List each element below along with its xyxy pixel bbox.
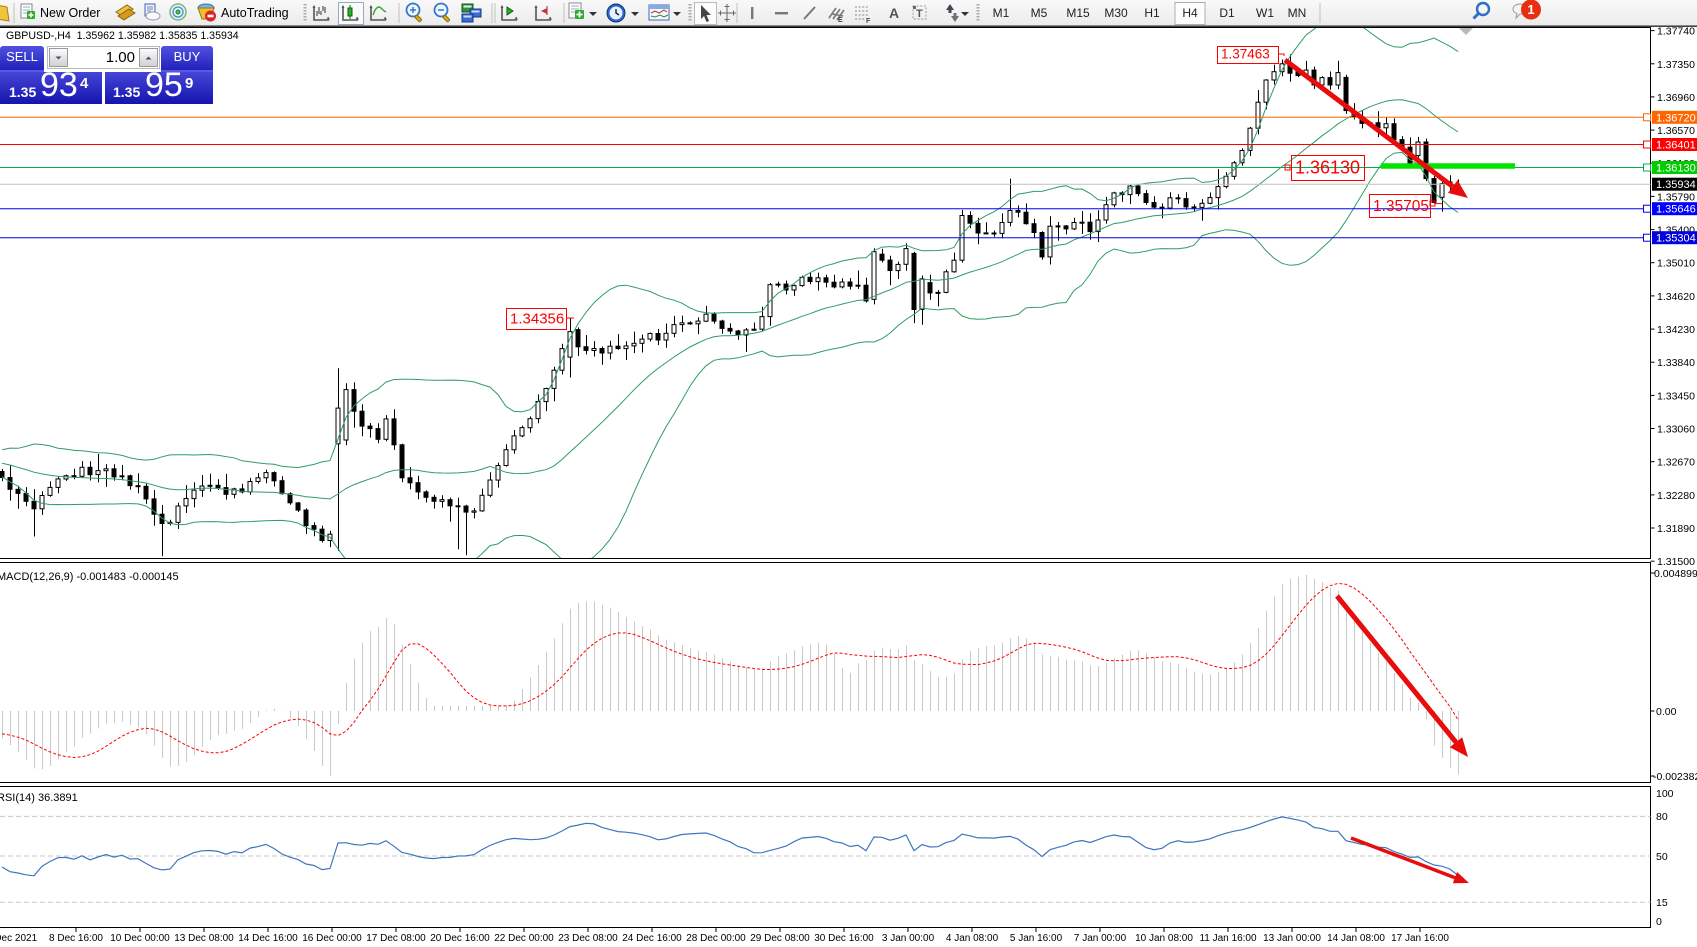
svg-text:28 Dec 00:00: 28 Dec 00:00 (686, 933, 746, 944)
svg-text:1.35790: 1.35790 (1657, 191, 1695, 203)
svg-text:AutoTrading: AutoTrading (221, 6, 289, 20)
svg-text:1.33840: 1.33840 (1657, 357, 1695, 369)
svg-text:10 Dec 00:00: 10 Dec 00:00 (110, 933, 170, 944)
svg-text:11 Jan 16:00: 11 Jan 16:00 (1199, 933, 1257, 944)
svg-text:M15: M15 (1066, 6, 1090, 20)
svg-text:M30: M30 (1104, 6, 1128, 20)
svg-text:50: 50 (1656, 851, 1668, 863)
svg-text:1.36570: 1.36570 (1657, 125, 1695, 137)
svg-text:T: T (916, 8, 923, 20)
svg-text:16 Dec 00:00: 16 Dec 00:00 (302, 933, 362, 944)
svg-text:0: 0 (1656, 916, 1662, 928)
svg-text:14 Jan 08:00: 14 Jan 08:00 (1327, 933, 1385, 944)
svg-text:1.34230: 1.34230 (1657, 324, 1695, 336)
svg-text:1.33060: 1.33060 (1657, 424, 1695, 436)
svg-text:23 Dec 08:00: 23 Dec 08:00 (558, 933, 618, 944)
svg-text:E: E (838, 17, 843, 24)
svg-text:H1: H1 (1144, 6, 1160, 20)
svg-text:14 Dec 16:00: 14 Dec 16:00 (238, 933, 298, 944)
svg-text:1.36401: 1.36401 (1656, 140, 1696, 152)
svg-text:7 Jan 00:00: 7 Jan 00:00 (1074, 933, 1127, 944)
svg-text:New Order: New Order (40, 6, 100, 20)
svg-text:M5: M5 (1031, 6, 1048, 20)
svg-text:100: 100 (1656, 788, 1674, 800)
svg-text:8 Dec 16:00: 8 Dec 16:00 (49, 933, 103, 944)
svg-text:13 Dec 08:00: 13 Dec 08:00 (174, 933, 234, 944)
svg-text:1.35934: 1.35934 (1656, 179, 1696, 191)
svg-text:13 Jan 00:00: 13 Jan 00:00 (1263, 933, 1321, 944)
svg-text:1.36130: 1.36130 (1295, 157, 1360, 177)
svg-text:1.36960: 1.36960 (1657, 92, 1695, 104)
svg-text:17 Jan 16:00: 17 Jan 16:00 (1391, 933, 1449, 944)
svg-text:1.34356: 1.34356 (510, 310, 564, 327)
svg-text:1.32670: 1.32670 (1657, 457, 1695, 469)
svg-text:30 Dec 16:00: 30 Dec 16:00 (814, 933, 874, 944)
svg-text:1.31890: 1.31890 (1657, 523, 1695, 535)
svg-text:1.36130: 1.36130 (1656, 163, 1696, 175)
svg-text:0.004899: 0.004899 (1654, 568, 1697, 580)
svg-text:1.36720: 1.36720 (1656, 112, 1696, 124)
svg-text:3 Jan 00:00: 3 Jan 00:00 (882, 933, 935, 944)
svg-text:1.35010: 1.35010 (1657, 258, 1695, 270)
svg-text:1.33450: 1.33450 (1657, 390, 1695, 402)
svg-text:1.37350: 1.37350 (1657, 59, 1695, 71)
svg-text:80: 80 (1656, 811, 1668, 823)
svg-text:20 Dec 16:00: 20 Dec 16:00 (430, 933, 490, 944)
svg-text:17 Dec 08:00: 17 Dec 08:00 (366, 933, 426, 944)
svg-text:1.34620: 1.34620 (1657, 291, 1695, 303)
svg-text:0.00: 0.00 (1656, 706, 1677, 718)
svg-text:D1: D1 (1219, 6, 1235, 20)
svg-text:1.35646: 1.35646 (1656, 204, 1696, 216)
svg-text:MN: MN (1288, 6, 1307, 20)
svg-text:29 Dec 08:00: 29 Dec 08:00 (750, 933, 810, 944)
svg-text:7 Dec 2021: 7 Dec 2021 (0, 933, 38, 944)
svg-text:W1: W1 (1256, 6, 1274, 20)
svg-text:4 Jan 08:00: 4 Jan 08:00 (946, 933, 999, 944)
svg-text:1.32280: 1.32280 (1657, 490, 1695, 502)
svg-text:-0.002382: -0.002382 (1653, 771, 1697, 783)
svg-text:15: 15 (1656, 897, 1668, 909)
svg-text:1.35304: 1.35304 (1656, 233, 1696, 245)
svg-text:1: 1 (1527, 2, 1534, 17)
svg-text:RSI(14) 36.3891: RSI(14) 36.3891 (0, 792, 78, 804)
svg-text:A: A (889, 5, 899, 21)
svg-text:5 Jan 16:00: 5 Jan 16:00 (1010, 933, 1063, 944)
svg-text:F: F (866, 18, 871, 25)
svg-text:1.35705: 1.35705 (1373, 198, 1429, 215)
svg-text:1.37463: 1.37463 (1221, 46, 1270, 61)
svg-text:M1: M1 (993, 6, 1010, 20)
svg-text:24 Dec 16:00: 24 Dec 16:00 (622, 933, 682, 944)
svg-text:1.37740: 1.37740 (1657, 26, 1695, 38)
svg-text:MACD(12,26,9) -0.001483 -0.000: MACD(12,26,9) -0.001483 -0.000145 (0, 571, 179, 583)
svg-text:GBPUSD-,H4 1.35962 1.35982 1.: GBPUSD-,H4 1.35962 1.35982 1.35835 1.359… (6, 30, 239, 42)
svg-text:1.31500: 1.31500 (1657, 556, 1695, 568)
svg-text:22 Dec 00:00: 22 Dec 00:00 (494, 933, 554, 944)
svg-text:10 Jan 08:00: 10 Jan 08:00 (1135, 933, 1193, 944)
svg-text:H4: H4 (1182, 6, 1198, 20)
